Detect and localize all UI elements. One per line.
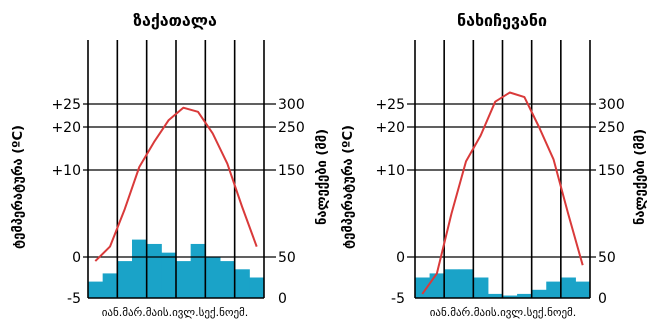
precipitation-bar [444, 269, 460, 298]
precipitation-bar [517, 293, 533, 298]
precipitation-bar [473, 277, 489, 298]
precipitation-tick-label: 250 [278, 120, 305, 136]
precipitation-bar [234, 269, 250, 298]
precipitation-bar [161, 252, 177, 298]
precipitation-tick-label: 50 [598, 250, 616, 266]
precipitation-bar [88, 281, 104, 298]
temperature-tick-label: +20 [51, 120, 81, 136]
temperature-tick-label: 0 [72, 250, 81, 266]
precipitation-bar [146, 243, 162, 298]
precipitation-tick-label: 50 [278, 250, 296, 266]
temperature-tick-label: +10 [51, 163, 81, 179]
precipitation-bar [502, 295, 518, 298]
temperature-line [94, 106, 258, 262]
precipitation-bar [102, 273, 118, 298]
precipitation-bar [190, 243, 206, 298]
temperature-tick-label: +25 [375, 97, 405, 113]
precipitation-bar [205, 257, 221, 298]
temperature-tick-label: +25 [51, 97, 81, 113]
precipitation-bar [531, 289, 547, 298]
chart-title: ზაქათალა [133, 11, 217, 30]
precipitation-tick-label: 300 [598, 97, 625, 113]
temperature-axis-label: ტემპერატურა (ºC) [341, 125, 356, 249]
temperature-tick-label: +20 [375, 120, 405, 136]
precipitation-bar [560, 277, 576, 298]
precipitation-bar [487, 293, 503, 298]
precipitation-bar [546, 281, 562, 298]
precipitation-bar [132, 239, 148, 298]
chart-zakatala: ზაქათალა ტემპერატურა (ºC) ნალექები (მმ) … [11, 11, 330, 319]
precipitation-tick-label: 250 [598, 120, 625, 136]
precipitation-tick-label: 150 [278, 163, 305, 179]
precipitation-axis-label: ნალექები (მმ) [315, 129, 330, 225]
precipitation-axis-label: ნალექები (მმ) [633, 129, 648, 225]
precipitation-bar [415, 277, 431, 298]
temperature-line [421, 91, 584, 295]
temperature-tick-label: 0 [396, 250, 405, 266]
temperature-tick-label: -5 [391, 291, 405, 307]
precipitation-bar [575, 281, 591, 298]
precipitation-bar [176, 261, 192, 298]
precipitation-bar [249, 277, 265, 298]
months-label: იან.მარ.მაის.ივლ.სექ.ნოემ. [102, 306, 249, 319]
precipitation-bar [117, 261, 133, 298]
precipitation-bar [458, 269, 474, 298]
precipitation-tick-label: 0 [598, 291, 607, 307]
precipitation-tick-label: 0 [278, 291, 287, 307]
chart-title: ნახიჩევანი [457, 11, 547, 30]
temperature-axis-label: ტემპერატურა (ºC) [11, 125, 26, 249]
precipitation-bar [220, 261, 236, 298]
chart-nakhichevan: ნახიჩევანი ტემპერატურა (ºC) ნალექები (მმ… [341, 11, 648, 319]
temperature-tick-label: +10 [375, 163, 405, 179]
months-label: იან.მარ.მაის.ივლ.სექ.ნოემ. [430, 306, 577, 319]
precipitation-tick-label: 150 [598, 163, 625, 179]
precipitation-bar [429, 273, 445, 298]
temperature-tick-label: -5 [67, 291, 81, 307]
precipitation-tick-label: 300 [278, 97, 305, 113]
